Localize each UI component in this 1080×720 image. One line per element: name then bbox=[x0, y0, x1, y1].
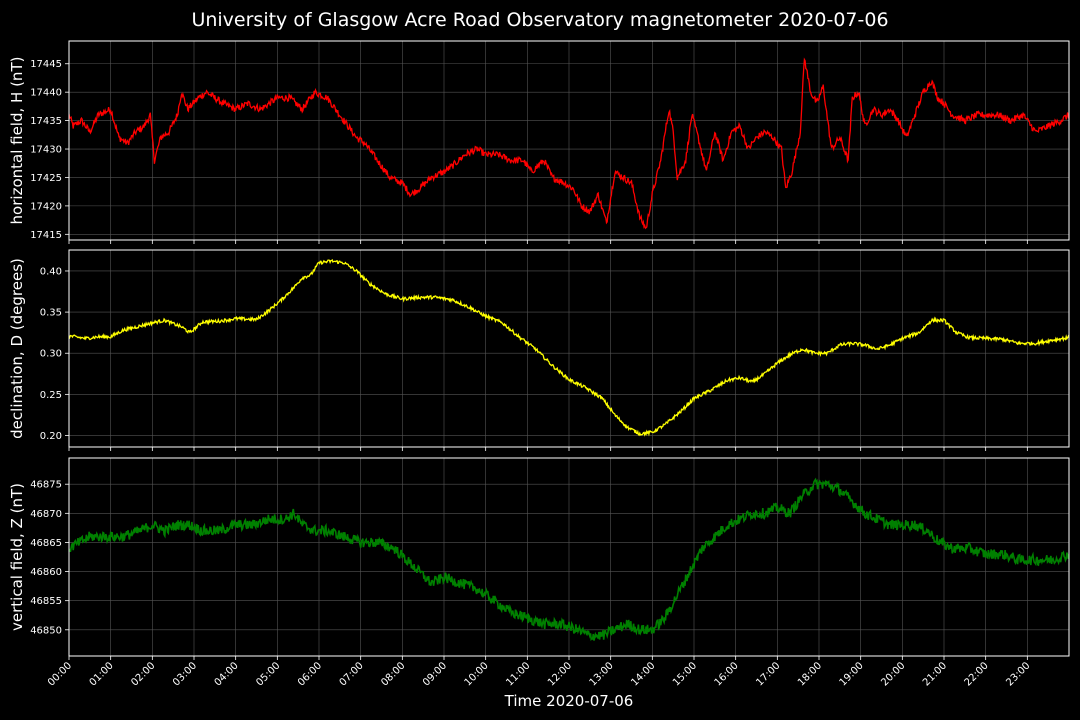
chart-title: University of Glasgow Acre Road Observat… bbox=[191, 9, 889, 31]
panel-2: 0.20 0.25 0.30 0.35 0.40 declination, D (degr… bbox=[8, 249, 1070, 451]
y-tick-label: 17425 bbox=[30, 173, 62, 184]
y-tick-label: 0.25 bbox=[40, 390, 62, 401]
panel-3: 46850 46855 46860 46865 46870 46875 vertical f… bbox=[8, 457, 1070, 660]
x-tick-label: 09:00 bbox=[421, 660, 449, 688]
x-tick-label: 10:00 bbox=[463, 660, 491, 688]
x-tick-label: 18:00 bbox=[796, 660, 824, 688]
x-tick-label: 16:00 bbox=[713, 660, 741, 688]
panel-1: 17415 17420 17425 17430 17435 17440 17445 horiz… bbox=[8, 40, 1070, 244]
x-tick-label: 00:00 bbox=[46, 660, 74, 688]
x-tick-label: 23:00 bbox=[1004, 660, 1032, 688]
y-tick-label: 17420 bbox=[30, 201, 62, 212]
y-tick-label: 46870 bbox=[30, 509, 62, 520]
x-tick-label: 04:00 bbox=[213, 660, 241, 688]
series-line bbox=[69, 57, 1069, 230]
panel-frame bbox=[68, 40, 1070, 241]
x-tick-label: 19:00 bbox=[838, 660, 866, 688]
panel-frame bbox=[68, 457, 1070, 657]
y-axis-label: vertical field, Z (nT) bbox=[8, 483, 26, 631]
x-tick-label: 15:00 bbox=[671, 660, 699, 688]
panel-frame bbox=[68, 249, 1070, 448]
x-axis-label: Time 2020-07-06 bbox=[504, 692, 634, 710]
x-tick-label: 14:00 bbox=[629, 660, 657, 688]
y-tick-label: 17445 bbox=[30, 59, 62, 70]
y-axis-label: declination, D (degrees) bbox=[8, 258, 26, 439]
x-tick-label: 17:00 bbox=[754, 660, 782, 688]
y-tick-label: 46875 bbox=[30, 480, 62, 491]
y-axis-label: horizontal field, H (nT) bbox=[8, 57, 26, 225]
y-tick-label: 17440 bbox=[30, 88, 62, 99]
y-tick-label: 0.40 bbox=[40, 266, 62, 277]
x-tick-label: 07:00 bbox=[338, 660, 366, 688]
y-tick-label: 46850 bbox=[30, 625, 62, 636]
x-tick-label: 05:00 bbox=[254, 660, 282, 688]
series-line bbox=[69, 477, 1069, 642]
x-tick-label: 01:00 bbox=[88, 660, 116, 688]
y-tick-label: 46855 bbox=[30, 596, 62, 607]
x-tick-label: 06:00 bbox=[296, 660, 324, 688]
y-tick-label: 17435 bbox=[30, 116, 62, 127]
y-tick-label: 0.35 bbox=[40, 308, 62, 319]
x-tick-label: 02:00 bbox=[129, 660, 157, 688]
y-tick-label: 46865 bbox=[30, 538, 62, 549]
x-tick-label: 11:00 bbox=[504, 660, 532, 688]
y-tick-label: 0.30 bbox=[40, 349, 62, 360]
x-tick-label: 13:00 bbox=[588, 660, 616, 688]
y-tick-label: 0.20 bbox=[40, 431, 62, 442]
x-tick-label: 22:00 bbox=[963, 660, 991, 688]
x-tick-label: 20:00 bbox=[879, 660, 907, 688]
x-tick-label: 08:00 bbox=[379, 660, 407, 688]
x-tick-label: 12:00 bbox=[546, 660, 574, 688]
series-line bbox=[69, 258, 1069, 437]
y-tick-label: 17415 bbox=[30, 230, 62, 241]
y-tick-label: 46860 bbox=[30, 567, 62, 578]
y-tick-label: 17430 bbox=[30, 145, 62, 156]
x-tick-label: 21:00 bbox=[921, 660, 949, 688]
x-tick-label: 03:00 bbox=[171, 660, 199, 688]
